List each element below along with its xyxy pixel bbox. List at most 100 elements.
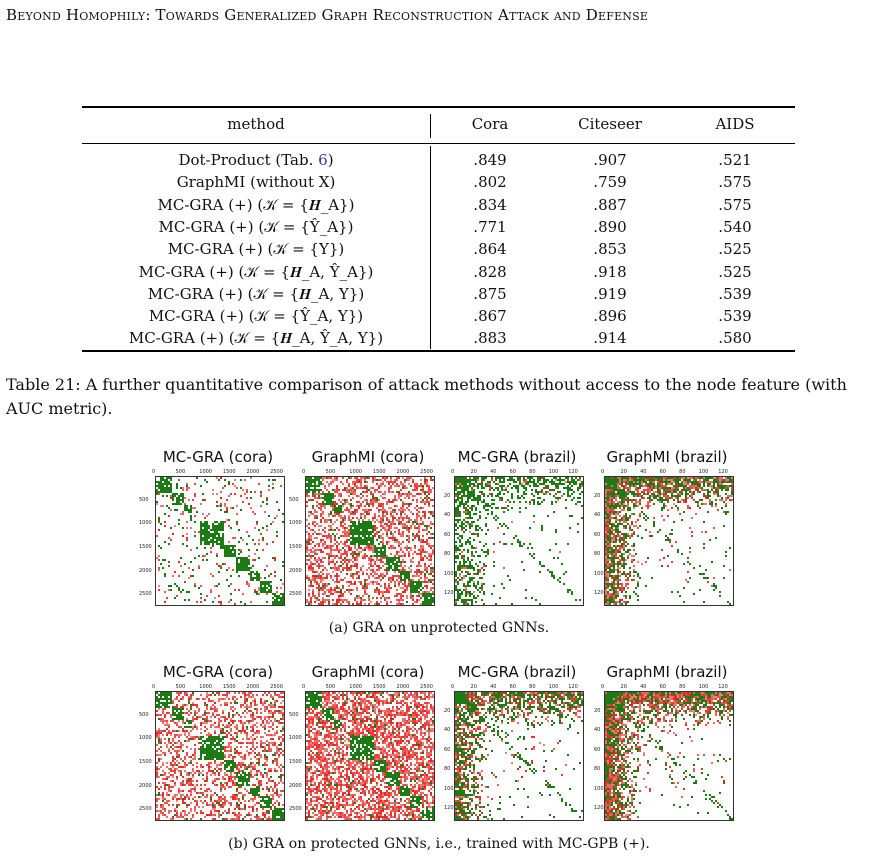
method-text: GraphMI (without X): [176, 173, 336, 192]
citeseer-value: .896: [593, 307, 627, 326]
y-tick-label: 60: [594, 531, 601, 538]
panel-title: MC-GRA (brazil): [457, 663, 577, 681]
x-tick-label: 0: [302, 684, 306, 690]
citeseer-value: .887: [593, 195, 627, 214]
x-tick-label: 60: [509, 469, 516, 475]
table-bottom-rule: [82, 350, 795, 352]
x-tick-label: 120: [568, 469, 578, 475]
x-tick-label: 20: [470, 469, 477, 475]
y-tick-label: 2000: [289, 567, 302, 574]
x-tick-label: 1000: [199, 684, 212, 690]
y-tick-label: 60: [444, 531, 451, 538]
panel-title: GraphMI (brazil): [606, 448, 728, 466]
table-row: GraphMI (without X) .802 .759 .575: [82, 173, 795, 195]
y-tick-label: 1500: [139, 543, 152, 550]
x-tick-label: 2500: [420, 684, 433, 690]
y-tick-label: 2000: [139, 782, 152, 789]
col-header-citeseer: Citeseer: [578, 115, 642, 133]
x-tick-label: 60: [509, 684, 516, 690]
method-cell: MC-GRA (+) (𝒦 = {𝑯_A, Y}): [82, 285, 430, 303]
cora-value: .771: [473, 217, 507, 236]
y-tick-label: 60: [594, 746, 601, 753]
y-tick-label: 80: [594, 551, 601, 558]
aids-value: .580: [718, 329, 752, 348]
body-divider: [430, 146, 431, 349]
x-tick-label: 80: [529, 469, 536, 475]
citeseer-value: .914: [593, 329, 627, 348]
y-tick-label: 500: [139, 496, 149, 503]
x-tick-label: 100: [548, 469, 559, 475]
y-tick-label: 120: [594, 805, 604, 812]
figure-subcaption: (a) GRA on unprotected GNNs.: [328, 620, 550, 636]
aids-value: .525: [718, 240, 752, 259]
table-row: MC-GRA (+) (𝒦 = {𝑯_A, Y}) .875 .919 .539: [82, 285, 795, 307]
x-tick-label: 80: [679, 469, 686, 475]
x-tick-label: 0: [152, 684, 156, 690]
y-tick-label: 40: [444, 727, 451, 734]
citeseer-value: .918: [593, 262, 627, 281]
header-divider: [430, 114, 431, 138]
x-tick-label: 2500: [270, 684, 283, 690]
x-tick-label: 40: [640, 469, 647, 475]
aids-value: .540: [718, 217, 752, 236]
col-header-method: method: [227, 115, 285, 133]
x-tick-label: 0: [601, 469, 605, 475]
cora-value: .828: [473, 262, 507, 281]
cora-value: .834: [473, 195, 507, 214]
y-tick-label: 20: [594, 492, 601, 499]
x-tick-label: 20: [470, 684, 477, 690]
y-tick-label: 40: [594, 727, 601, 734]
citeseer-value: .853: [593, 240, 627, 259]
adjacency-heatmap: [454, 691, 584, 821]
y-tick-label: 2500: [289, 806, 302, 813]
table-row: MC-GRA (+) (𝒦 = {𝑯_A, Ŷ_A}) .828 .918 .525: [82, 263, 795, 285]
y-tick-label: 2500: [289, 591, 302, 598]
x-tick-label: 2000: [246, 684, 260, 690]
x-tick-label: 500: [175, 469, 186, 475]
table-ref-link[interactable]: 6: [318, 151, 328, 169]
aids-value: .575: [718, 173, 752, 192]
citeseer-value: .907: [593, 151, 627, 169]
y-tick-label: 120: [444, 590, 454, 597]
adjacency-heatmap: [155, 476, 285, 606]
method-text: MC-GRA (+) (𝒦 = {𝑯_A, Ŷ_A, Y}): [128, 329, 384, 348]
panel-title: MC-GRA (brazil): [457, 448, 577, 466]
x-tick-label: 2000: [396, 469, 410, 475]
y-tick-label: 1500: [289, 543, 302, 550]
x-tick-label: 40: [640, 684, 647, 690]
x-tick-label: 1500: [372, 684, 386, 690]
y-tick-label: 2000: [139, 567, 152, 574]
x-tick-label: 20: [620, 469, 627, 475]
table-row: MC-GRA (+) (𝒦 = {Ŷ_A}) .771 .890 .540: [82, 218, 795, 240]
method-cell: MC-GRA (+) (𝒦 = {Ŷ_A}): [82, 218, 430, 236]
x-tick-label: 2500: [420, 469, 433, 475]
method-text: MC-GRA (+) (𝒦 = {𝑯_A}): [157, 195, 355, 214]
x-tick-label: 1000: [199, 469, 212, 475]
x-tick-label: 500: [325, 469, 336, 475]
y-tick-label: 80: [594, 766, 601, 773]
table-row: MC-GRA (+) (𝒦 = {Ŷ_A, Y}) .867 .896 .539: [82, 307, 795, 329]
y-tick-label: 100: [594, 785, 604, 792]
x-tick-label: 0: [451, 469, 455, 475]
cora-value: .864: [473, 240, 507, 259]
method-cell: Dot-Product (Tab. 6): [82, 151, 430, 169]
x-tick-label: 2000: [246, 469, 260, 475]
adjacency-heatmap: [155, 691, 285, 821]
x-tick-label: 0: [152, 469, 156, 475]
method-cell: MC-GRA (+) (𝒦 = {Y}): [82, 240, 430, 258]
aids-value: .525: [718, 262, 752, 281]
aids-value: .575: [718, 195, 752, 214]
y-tick-label: 500: [289, 496, 299, 503]
x-tick-label: 1500: [372, 469, 386, 475]
y-tick-label: 1000: [289, 735, 302, 742]
method-text: MC-GRA (+) (𝒦 = {𝑯_A, Ŷ_A}): [138, 262, 374, 281]
x-tick-label: 0: [601, 684, 605, 690]
adjacency-heatmap: [604, 691, 734, 821]
running-header: Beyond Homophily: Towards Generalized Gr…: [6, 6, 649, 24]
y-tick-label: 1000: [139, 520, 152, 527]
x-tick-label: 100: [698, 469, 709, 475]
cora-value: .883: [473, 329, 507, 348]
panel-title: GraphMI (cora): [311, 663, 425, 681]
y-tick-label: 1500: [289, 758, 302, 765]
panel-title: MC-GRA (cora): [162, 663, 274, 681]
